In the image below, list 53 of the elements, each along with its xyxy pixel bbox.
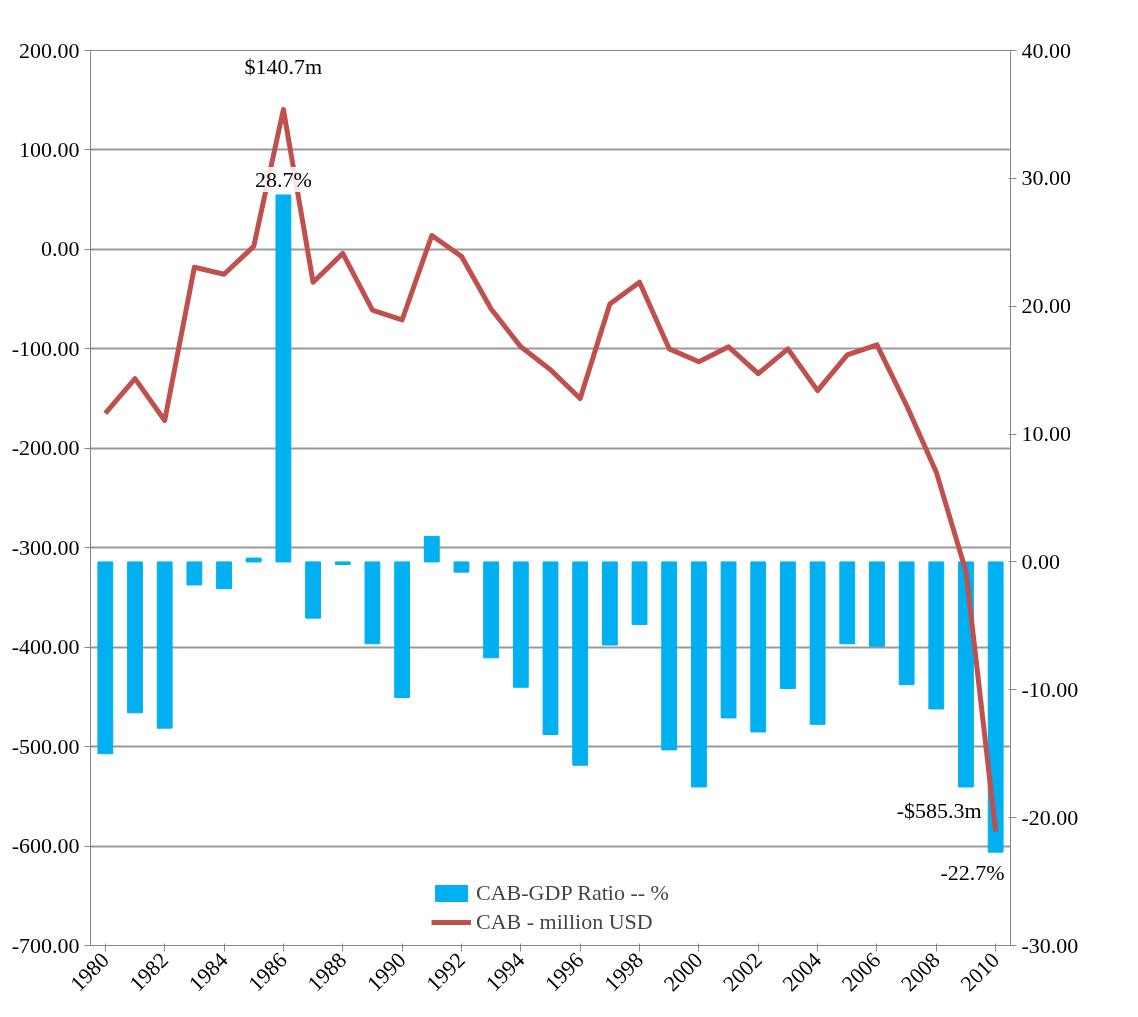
bar [780,561,796,690]
y-tick-label: -700.00 [11,932,80,958]
bar [631,561,648,626]
bar [394,561,411,698]
bar [690,561,707,788]
data-label: -$585.3m [896,798,982,824]
bar [334,561,351,565]
y-tick-label: -300.00 [11,534,80,560]
data-label: 28.7% [254,166,312,192]
legend-label: CAB-GDP Ratio -- % [476,880,669,906]
bar [898,561,915,686]
y-tick-label: -500.00 [11,733,80,759]
y-tick-label: 200.00 [19,37,80,63]
data-label: $140.7m [244,54,323,80]
y2-tick-label: 30.00 [1021,165,1071,191]
y2-tick-label: 10.00 [1021,421,1071,447]
y2-tick-label: 40.00 [1021,37,1071,63]
y2-tick-label: 20.00 [1021,293,1071,319]
bar [512,561,529,688]
y-tick-label: -200.00 [11,435,80,461]
bar [453,561,470,573]
bar [423,535,440,563]
data-label: -22.7% [940,860,1005,886]
y2-tick-label: -30.00 [1021,932,1079,958]
y-tick-label: -400.00 [11,634,80,660]
bar [601,561,618,646]
bar [216,561,232,590]
bar [720,561,737,719]
y2-tick-label: -10.00 [1021,676,1079,702]
y-tick-label: 0.00 [41,236,80,262]
bar [839,561,856,645]
legend-label: CAB - million USD [476,909,653,935]
y2-tick-label: -20.00 [1021,804,1079,830]
bar [542,561,559,736]
bar [809,561,826,725]
bar [928,561,945,710]
y2-tick-label: 0.00 [1021,548,1060,574]
bar [305,561,321,619]
bar [987,561,1004,853]
bar [869,561,885,647]
bar [572,561,589,766]
bar [750,561,767,733]
bar [483,561,500,659]
bar [245,557,262,563]
bar [156,561,173,729]
y-tick-label: -100.00 [11,335,80,361]
bar [127,561,143,714]
bar [661,561,678,751]
bar [97,561,114,755]
bar [364,561,381,645]
y-tick-label: 100.00 [19,136,80,162]
y-tick-label: -600.00 [11,833,80,859]
bar [186,561,203,586]
